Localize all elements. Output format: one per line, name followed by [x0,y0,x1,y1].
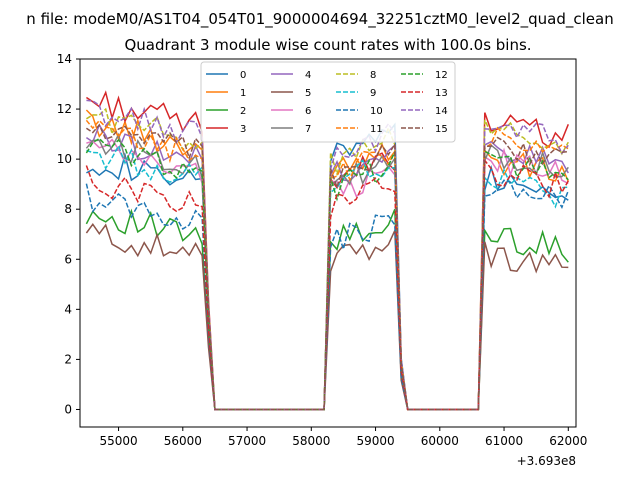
y-tick-label: 8 [64,202,72,216]
y-tick-label: 10 [57,152,72,166]
y-axis: 0 2 4 6 8 10 12 14 [57,52,80,416]
series-line-15 [85,123,569,411]
y-tick-label: 12 [57,102,72,116]
x-tick-label: 57000 [228,434,266,448]
legend-label-6: 6 [305,106,311,117]
series-layer [85,90,570,411]
y-tick-label: 2 [64,352,72,366]
legend-label-4: 4 [305,70,311,81]
y-tick-label: 14 [57,52,72,66]
x-tick-label: 55000 [99,434,137,448]
x-tick-label: 56000 [164,434,202,448]
legend-label-11: 11 [370,124,383,135]
legend-label-12: 12 [435,70,448,81]
series-line-12 [85,137,569,411]
y-tick-label: 6 [64,252,72,266]
legend-label-13: 13 [435,88,448,99]
legend-label-8: 8 [370,70,376,81]
chart-title: Quadrant 3 module wise count rates with … [124,36,532,54]
y-tick-label: 4 [64,302,72,316]
x-tick-label: 61000 [485,434,523,448]
x-offset-label: +3.693e8 [516,454,576,468]
legend-label-14: 14 [435,106,448,117]
legend-label-10: 10 [370,106,383,117]
x-tick-label: 60000 [421,434,459,448]
x-axis: 55000 56000 57000 58000 59000 60000 61000 62000 [99,427,587,448]
series-line-14 [86,99,569,411]
figure-suptitle: n file: modeM0/AS1T04_054T01_9000004694_… [26,10,614,28]
legend-label-2: 2 [240,106,246,117]
legend-label-0: 0 [240,70,246,81]
legend-label-5: 5 [305,88,311,99]
legend-label-9: 9 [370,88,376,99]
x-tick-label: 59000 [356,434,394,448]
legend-label-7: 7 [305,124,311,135]
legend-label-1: 1 [240,88,246,99]
legend-label-15: 15 [435,124,448,135]
x-tick-label: 62000 [549,434,587,448]
legend-label-3: 3 [240,124,246,135]
legend-box [200,61,456,143]
series-line-5 [85,223,569,411]
x-tick-label: 58000 [292,434,330,448]
y-tick-label: 0 [64,402,72,416]
